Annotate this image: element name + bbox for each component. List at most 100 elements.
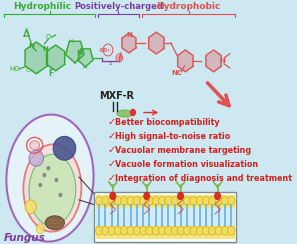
Circle shape	[140, 196, 147, 205]
Polygon shape	[25, 42, 48, 74]
Ellipse shape	[53, 136, 76, 160]
Polygon shape	[66, 41, 84, 63]
Circle shape	[114, 196, 122, 205]
Circle shape	[158, 196, 166, 205]
Circle shape	[133, 226, 140, 235]
Circle shape	[146, 196, 153, 205]
Circle shape	[152, 196, 159, 205]
FancyBboxPatch shape	[94, 192, 236, 242]
Bar	[96, 208, 235, 226]
Text: Hydrophilic: Hydrophilic	[13, 2, 71, 11]
Circle shape	[114, 226, 122, 235]
Text: H: H	[83, 65, 87, 70]
Circle shape	[110, 193, 116, 199]
Circle shape	[221, 226, 229, 235]
Text: O: O	[26, 68, 31, 73]
Circle shape	[177, 226, 184, 235]
Bar	[96, 226, 235, 239]
Text: ✓: ✓	[107, 159, 115, 169]
Text: ✓: ✓	[107, 117, 115, 127]
Circle shape	[47, 167, 50, 170]
Circle shape	[196, 226, 203, 235]
Circle shape	[127, 196, 134, 205]
Circle shape	[133, 196, 140, 205]
Ellipse shape	[29, 154, 76, 226]
Circle shape	[228, 196, 235, 205]
Text: ✓: ✓	[107, 131, 115, 141]
Text: H: H	[69, 39, 73, 43]
Ellipse shape	[23, 144, 81, 232]
Circle shape	[177, 196, 184, 205]
Polygon shape	[47, 45, 65, 71]
Ellipse shape	[30, 141, 40, 150]
Circle shape	[171, 226, 178, 235]
Text: N: N	[76, 50, 82, 56]
Circle shape	[59, 193, 62, 196]
Circle shape	[25, 200, 36, 214]
Ellipse shape	[45, 216, 64, 230]
Text: Integration of diagnosis and treatment: Integration of diagnosis and treatment	[115, 173, 292, 183]
Circle shape	[152, 226, 159, 235]
Polygon shape	[78, 49, 93, 67]
Circle shape	[209, 196, 216, 205]
Text: Vacuole formation visualization: Vacuole formation visualization	[115, 160, 258, 169]
Text: ✓: ✓	[107, 173, 115, 183]
Ellipse shape	[29, 150, 44, 166]
Circle shape	[203, 226, 210, 235]
Text: Vacuolar membrane targeting: Vacuolar membrane targeting	[115, 146, 251, 155]
Circle shape	[102, 196, 109, 205]
Circle shape	[184, 226, 191, 235]
Text: MXF-R: MXF-R	[99, 91, 134, 101]
Text: HO: HO	[9, 66, 20, 72]
Polygon shape	[206, 50, 221, 72]
Circle shape	[36, 224, 44, 234]
Text: High signal-to-noise ratio: High signal-to-noise ratio	[115, 132, 230, 141]
Text: N: N	[29, 43, 34, 49]
Bar	[96, 195, 235, 208]
Circle shape	[108, 226, 115, 235]
Text: Hydrophobic: Hydrophobic	[157, 2, 221, 11]
Circle shape	[146, 226, 153, 235]
Circle shape	[39, 183, 42, 186]
Polygon shape	[178, 50, 193, 72]
Circle shape	[165, 226, 172, 235]
Circle shape	[102, 226, 109, 235]
Text: 5: 5	[109, 61, 112, 66]
Circle shape	[215, 193, 220, 199]
Ellipse shape	[117, 110, 133, 117]
Circle shape	[184, 196, 191, 205]
Circle shape	[215, 196, 222, 205]
Circle shape	[121, 196, 128, 205]
Circle shape	[43, 173, 45, 177]
Text: ⊕Br: ⊕Br	[99, 49, 111, 53]
Circle shape	[131, 110, 135, 115]
Circle shape	[96, 226, 103, 235]
Text: Fungus: Fungus	[3, 233, 45, 243]
Circle shape	[158, 226, 166, 235]
Text: NC: NC	[172, 70, 183, 76]
Polygon shape	[122, 33, 136, 53]
Text: Better biocompatibility: Better biocompatibility	[115, 118, 220, 127]
Circle shape	[171, 196, 178, 205]
Circle shape	[55, 179, 58, 182]
Circle shape	[190, 226, 197, 235]
Circle shape	[144, 193, 149, 199]
Text: N: N	[219, 58, 225, 64]
Text: O: O	[46, 34, 51, 40]
Ellipse shape	[6, 115, 94, 242]
Circle shape	[165, 196, 172, 205]
Circle shape	[196, 196, 203, 205]
Circle shape	[228, 226, 235, 235]
Circle shape	[209, 226, 216, 235]
Text: ⊕: ⊕	[116, 55, 122, 61]
Text: ✓: ✓	[107, 145, 115, 155]
Circle shape	[121, 226, 128, 235]
Circle shape	[203, 196, 210, 205]
Circle shape	[221, 196, 229, 205]
Text: Positively-charged: Positively-charged	[74, 2, 163, 11]
Circle shape	[96, 196, 103, 205]
Text: F: F	[48, 69, 53, 78]
Polygon shape	[149, 32, 164, 54]
Circle shape	[108, 196, 115, 205]
Circle shape	[178, 193, 183, 199]
